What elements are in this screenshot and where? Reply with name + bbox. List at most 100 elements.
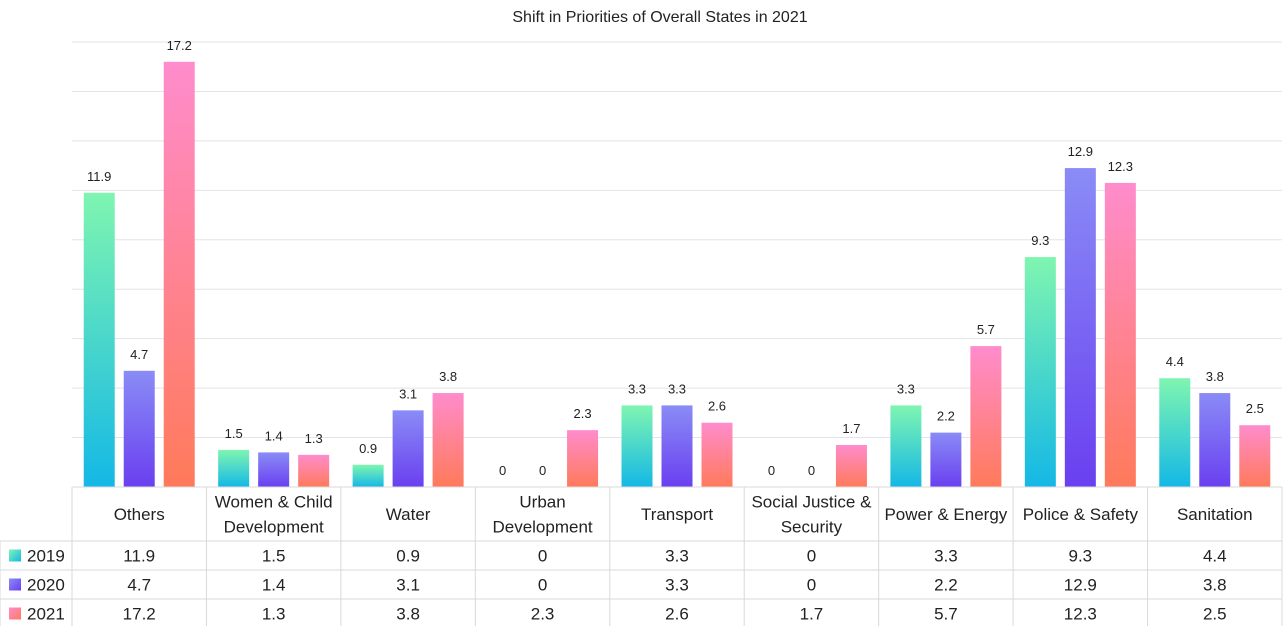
- category-label: Social Justice &: [751, 493, 872, 512]
- table-cell: 1.5: [262, 547, 286, 566]
- table-cell: 3.1: [396, 576, 420, 595]
- table-cell: 1.3: [262, 605, 286, 624]
- table-cell: 12.9: [1064, 576, 1097, 595]
- bar-2021-3: [567, 430, 599, 487]
- data-label: 3.8: [439, 369, 457, 384]
- table-cell: 0: [807, 547, 816, 566]
- legend-swatch-2020: [9, 578, 21, 591]
- bar-2020-0: [123, 370, 155, 487]
- table-cell: 9.3: [1069, 547, 1093, 566]
- table-cell: 12.3: [1064, 605, 1097, 624]
- table-cell: 3.8: [1203, 576, 1227, 595]
- bar-2021-0: [163, 61, 195, 488]
- data-label: 1.4: [265, 428, 283, 443]
- category-label: Water: [386, 505, 431, 524]
- data-label: 2.3: [574, 406, 592, 421]
- table-cell: 2.5: [1203, 605, 1227, 624]
- table-cell: 11.9: [123, 547, 155, 566]
- data-label: 4.7: [130, 347, 148, 362]
- data-label: 12.3: [1108, 159, 1133, 174]
- table-cell: 3.3: [934, 547, 958, 566]
- data-label: 3.3: [897, 381, 915, 396]
- category-label: Transport: [641, 505, 713, 524]
- bar-2019-2: [352, 464, 384, 487]
- bars: [83, 61, 1271, 488]
- bar-2020-6: [930, 432, 962, 487]
- table-cell: 2.3: [531, 605, 555, 624]
- data-label: 2.6: [708, 399, 726, 414]
- bar-2021-1: [298, 454, 330, 487]
- table-cell: 2.2: [934, 576, 958, 595]
- table-cell: 3.3: [665, 547, 689, 566]
- category-label: Development: [492, 518, 592, 537]
- category-label: Others: [114, 505, 165, 524]
- bar-2020-7: [1064, 168, 1096, 488]
- data-label: 0: [768, 463, 775, 478]
- legend-swatch-2019: [9, 549, 21, 562]
- data-label: 1.7: [842, 421, 860, 436]
- bar-2021-8: [1239, 425, 1271, 487]
- data-label: 2.2: [937, 409, 955, 424]
- data-label: 4.4: [1166, 354, 1184, 369]
- data-label: 3.3: [628, 381, 646, 396]
- data-table: Others Women & Child Development Water Urban…: [0, 486, 1283, 626]
- data-label: 0: [539, 463, 546, 478]
- legend-label: 2021: [27, 605, 65, 624]
- bar-2020-2: [392, 410, 424, 487]
- table-cell: 1.4: [262, 576, 286, 595]
- bar-2019-8: [1159, 378, 1191, 487]
- bar-2020-4: [661, 405, 693, 487]
- bar-2021-6: [970, 346, 1002, 487]
- data-label: 9.3: [1031, 233, 1049, 248]
- chart-title: Shift in Priorities of Overall States in…: [512, 9, 807, 26]
- data-label: 0: [499, 463, 506, 478]
- bar-2019-1: [218, 449, 250, 487]
- table-cell: 0: [807, 576, 816, 595]
- data-label: 1.3: [305, 431, 323, 446]
- bar-2021-4: [701, 422, 733, 487]
- data-label: 2.5: [1246, 401, 1264, 416]
- data-labels: 11.9 4.7 17.2 1.5 1.4 1.3 0.9 3.1 3.8 0 0 2.3 3.3 3.3…: [87, 38, 1264, 478]
- bar-2019-0: [83, 192, 115, 488]
- legend-label: 2020: [27, 576, 65, 595]
- data-label: 5.7: [977, 322, 995, 337]
- table-cell: 2.6: [665, 605, 689, 624]
- bar-2019-4: [621, 405, 653, 487]
- category-label: Power & Energy: [884, 505, 1007, 524]
- data-label: 1.5: [225, 426, 243, 441]
- table-cell: 4.7: [127, 576, 151, 595]
- bar-2020-8: [1199, 393, 1231, 487]
- data-label: 3.3: [668, 381, 686, 396]
- data-label: 3.8: [1206, 369, 1224, 384]
- data-label: 0: [808, 463, 815, 478]
- bar-2021-7: [1104, 182, 1136, 487]
- data-label: 11.9: [87, 169, 111, 184]
- legend-swatch-2021: [9, 607, 21, 620]
- table-cell: 3.3: [665, 576, 689, 595]
- bar-2021-2: [432, 393, 464, 487]
- category-label: Development: [224, 518, 324, 537]
- table-cell: 3.8: [396, 605, 420, 624]
- category-label: Women & Child: [215, 493, 333, 512]
- bar-2021-5: [835, 444, 867, 487]
- data-label: 12.9: [1068, 144, 1093, 159]
- data-label: 17.2: [167, 38, 192, 53]
- category-label: Security: [781, 518, 843, 537]
- category-label: Sanitation: [1177, 505, 1253, 524]
- table-cell: 0: [538, 547, 547, 566]
- gridlines: [72, 41, 1282, 488]
- bar-2019-6: [890, 405, 922, 487]
- data-label: 0.9: [359, 441, 377, 456]
- table-cell: 0.9: [396, 547, 420, 566]
- table-cell: 4.4: [1203, 547, 1227, 566]
- bar-2019-7: [1024, 257, 1056, 487]
- table-cell: 1.7: [800, 605, 824, 624]
- legend-label: 2019: [27, 547, 65, 566]
- table-cell: 17.2: [123, 605, 156, 624]
- category-label: Police & Safety: [1023, 505, 1139, 524]
- data-label: 3.1: [399, 386, 417, 401]
- category-label: Urban: [519, 493, 565, 512]
- bar-2020-1: [258, 452, 290, 487]
- table-cell: 5.7: [934, 605, 958, 624]
